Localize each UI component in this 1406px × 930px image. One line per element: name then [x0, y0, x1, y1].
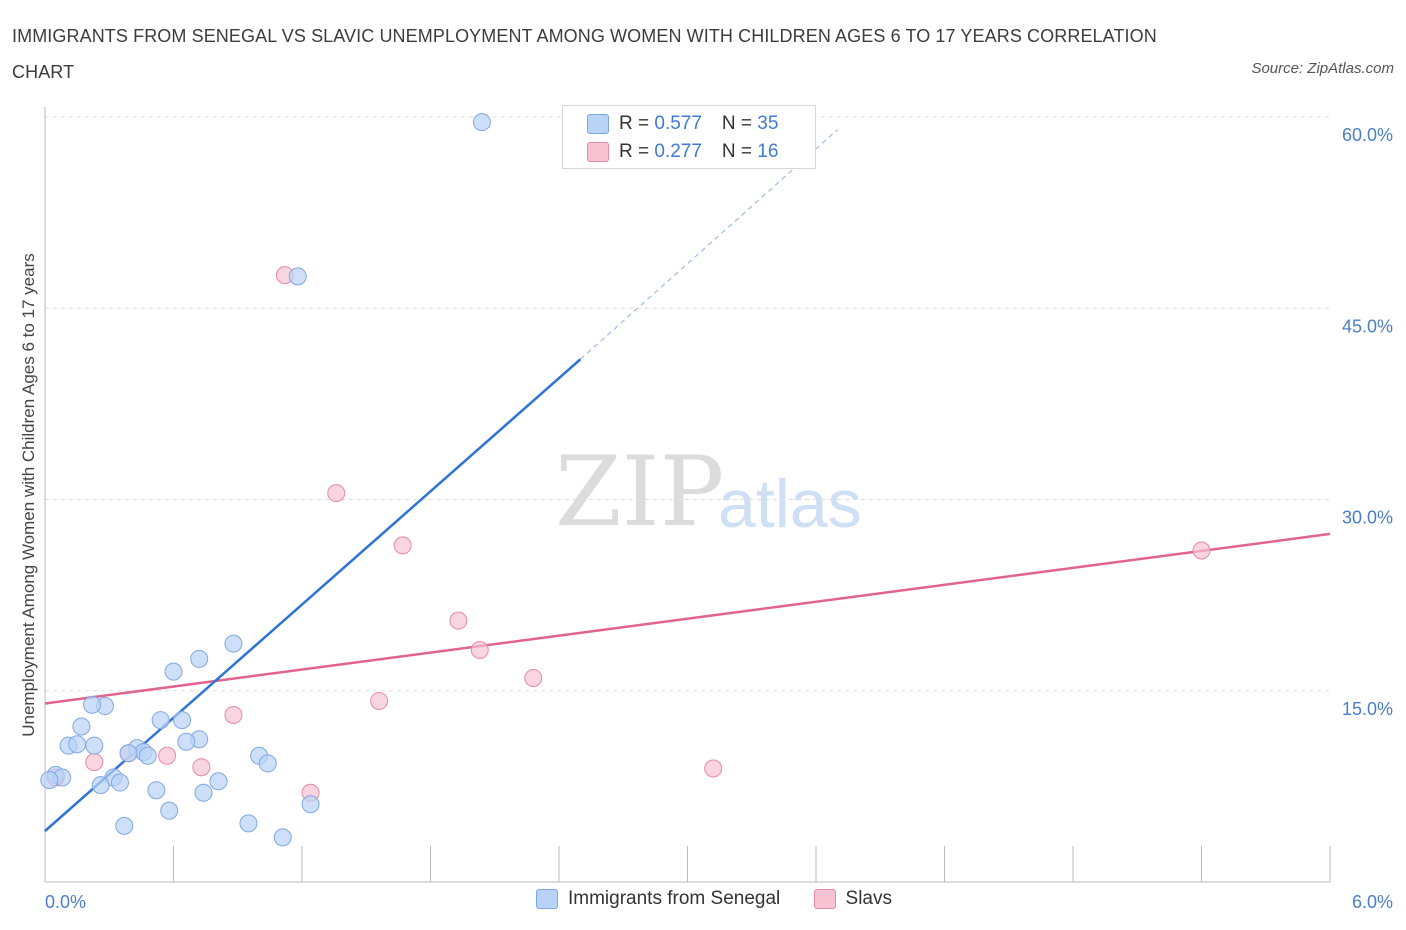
- data-point-senegal: [115, 816, 134, 835]
- data-point-senegal: [190, 649, 209, 668]
- data-point-senegal: [288, 267, 307, 286]
- data-point-senegal: [40, 771, 59, 789]
- data-point-slavs: [85, 753, 104, 772]
- x-tick-label: 6.0%: [1352, 892, 1393, 912]
- data-point-senegal: [273, 828, 292, 847]
- data-point-senegal: [177, 732, 196, 751]
- data-point-slavs: [192, 758, 211, 777]
- legend-item-slavs: Slavs: [813, 888, 892, 910]
- data-point-senegal: [72, 717, 91, 736]
- data-point-senegal: [110, 773, 129, 792]
- data-point-senegal: [138, 746, 157, 765]
- y-tick-label: 60.0%: [1342, 125, 1393, 145]
- data-point-senegal: [68, 735, 87, 754]
- data-point-senegal: [160, 801, 179, 820]
- source-credit: Source: ZipAtlas.com: [1251, 60, 1394, 77]
- legend-n-value: 35: [757, 113, 779, 134]
- data-point-senegal: [151, 711, 170, 730]
- data-points: [40, 113, 1211, 847]
- legend-label-senegal: Immigrants from Senegal: [568, 888, 781, 909]
- data-point-senegal: [85, 736, 104, 755]
- axes: [44, 107, 1331, 883]
- data-point-slavs: [158, 746, 177, 765]
- legend-n-label: N =: [721, 141, 758, 162]
- data-point-senegal: [194, 783, 213, 802]
- legend-swatch-senegal: [536, 888, 558, 909]
- data-point-slavs: [393, 536, 412, 555]
- legend-label-slavs: Slavs: [845, 888, 892, 909]
- trend-line-senegal-extension: [580, 129, 838, 360]
- legend-swatch-senegal: [587, 113, 609, 134]
- data-point-slavs: [704, 759, 723, 778]
- x-tick-label: 0.0%: [45, 892, 86, 912]
- data-point-slavs: [1192, 541, 1211, 560]
- data-point-senegal: [173, 711, 192, 730]
- data-point-senegal: [91, 776, 110, 795]
- legend-swatch-slavs: [813, 888, 836, 909]
- series-legend: Immigrants from Senegal Slavs: [536, 888, 920, 910]
- data-point-senegal: [258, 754, 277, 773]
- legend-r-value: 0.277: [654, 141, 702, 162]
- chart-title: IMMIGRANTS FROM SENEGAL VS SLAVIC UNEMPL…: [12, 26, 1157, 82]
- legend-r-label: R =: [619, 141, 655, 162]
- data-point-senegal: [147, 781, 166, 800]
- data-point-senegal: [164, 662, 183, 681]
- data-point-slavs: [327, 484, 346, 503]
- legend-row-slavs: R = 0.277 N = 16: [587, 141, 778, 165]
- watermark-zip: ZIP: [555, 436, 724, 548]
- data-point-slavs: [370, 691, 389, 710]
- data-point-senegal: [83, 695, 102, 714]
- data-point-senegal: [239, 814, 258, 833]
- data-point-senegal: [209, 772, 228, 791]
- legend-r-value: 0.577: [654, 113, 702, 134]
- data-point-senegal: [119, 744, 138, 763]
- y-tick-label: 45.0%: [1342, 316, 1393, 336]
- legend-row-senegal: R = 0.577 N = 35: [587, 113, 778, 137]
- legend-swatch-slavs: [587, 141, 609, 162]
- legend-r-label: R =: [619, 113, 655, 134]
- data-point-slavs: [524, 669, 543, 687]
- data-point-senegal: [472, 113, 491, 132]
- legend-n-value: 16: [757, 141, 779, 162]
- data-point-slavs: [224, 705, 243, 724]
- correlation-legend: R = 0.577 N = 35 R = 0.277 N = 16: [562, 105, 816, 169]
- legend-n-label: N =: [721, 113, 758, 134]
- data-point-senegal: [301, 795, 320, 814]
- data-point-slavs: [470, 640, 489, 659]
- y-tick-label: 30.0%: [1342, 508, 1393, 528]
- tick-labels: 15.0% 30.0% 45.0% 60.0% 0.0% 6.0%: [45, 125, 1393, 912]
- data-point-senegal: [224, 634, 243, 653]
- legend-item-senegal: Immigrants from Senegal: [536, 888, 780, 910]
- data-point-slavs: [449, 611, 468, 630]
- watermark-atlas: atlas: [718, 466, 862, 542]
- gridlines: [45, 116, 1330, 692]
- y-tick-label: 15.0%: [1342, 699, 1393, 719]
- trend-line-slavs: [44, 532, 1331, 705]
